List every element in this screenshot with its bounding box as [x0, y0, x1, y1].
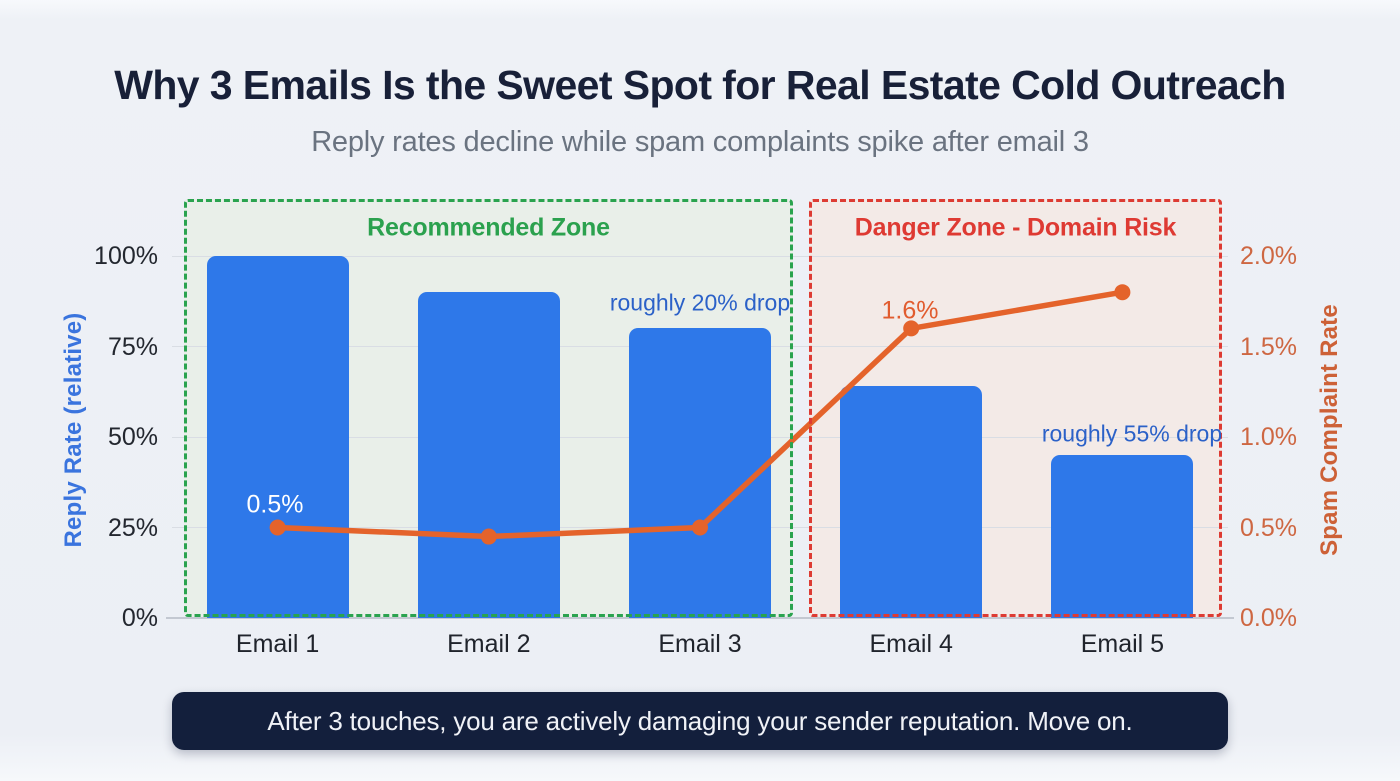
annotation-0-5: 0.5%: [246, 490, 304, 519]
danger-zone-border: [809, 199, 1222, 617]
annotation-roughly-20-drop: roughly 20% drop: [609, 289, 791, 316]
spam-line-point-email-3: [692, 519, 708, 536]
spam-line-point-email-4: [903, 320, 920, 337]
takeaway-banner: After 3 touches, you are actively damagi…: [172, 692, 1228, 750]
right-axis-tick-label: 2.0%: [1240, 242, 1297, 270]
annotation-1-6: 1.6%: [881, 296, 939, 325]
page-subtitle: Reply rates decline while spam complaint…: [311, 126, 1089, 158]
left-axis-tick-label: 25%: [107, 513, 158, 542]
bar-email-4: [840, 386, 983, 618]
left-axis-tick-label: 100%: [94, 242, 158, 270]
x-axis-label: Email 2: [447, 630, 531, 658]
spam-line-point-email-5: [1114, 284, 1131, 301]
bar-email-1: [206, 256, 349, 618]
right-axis-tick-label: 0.0%: [1240, 604, 1297, 632]
right-axis-tick-label: 0.5%: [1240, 513, 1297, 542]
left-axis-title: Reply Rate (relative): [60, 312, 87, 548]
right-axis-tick-label: 1.0%: [1240, 423, 1297, 451]
x-axis-label: Email 4: [869, 630, 953, 658]
recommended-zone-border: [184, 199, 793, 617]
right-axis-title: Spam Complaint Rate: [1316, 304, 1343, 556]
right-axis-tick-label: 1.5%: [1240, 332, 1297, 361]
left-axis-tick-label: 0%: [121, 604, 158, 632]
spam-rate-line-chart: [269, 284, 1131, 545]
spam-line-point-email-2: [480, 528, 497, 545]
annotation-roughly-55-drop: roughly 55% drop: [1041, 420, 1223, 447]
takeaway-banner-text: After 3 touches, you are actively damagi…: [267, 705, 1133, 736]
left-axis-tick-label: 50%: [107, 423, 158, 451]
gridline: [172, 255, 1228, 257]
spam-line-point-email-1: [269, 519, 286, 536]
x-axis-line: [166, 617, 1234, 619]
recommended-zone-label: Recommended Zone: [367, 213, 610, 242]
x-axis-label: Email 3: [658, 630, 742, 658]
bar-email-2: [417, 292, 560, 618]
bar-email-3: [629, 328, 771, 618]
page-title: Why 3 Emails Is the Sweet Spot for Real …: [114, 62, 1286, 108]
x-axis-label: Email 1: [235, 630, 320, 658]
x-axis-label: Email 5: [1080, 630, 1165, 658]
bar-email-5: [1051, 455, 1194, 618]
danger-zone-label: Danger Zone - Domain Risk: [854, 213, 1177, 242]
left-axis-tick-label: 75%: [107, 332, 158, 361]
